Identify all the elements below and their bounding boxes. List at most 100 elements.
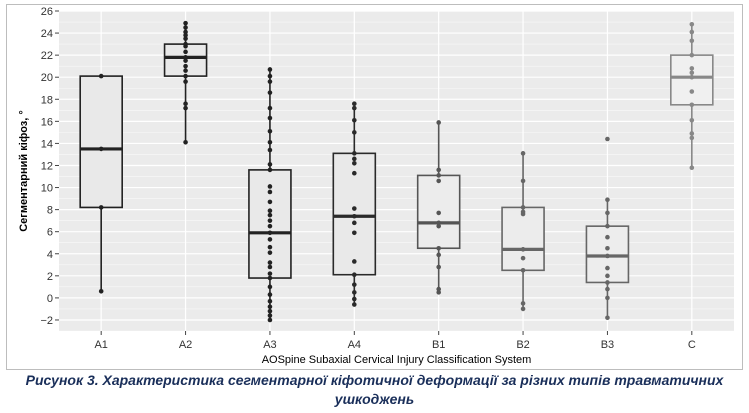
y-tick-label: 14 [41, 138, 53, 150]
box-B3 [585, 136, 630, 321]
data-point [352, 130, 357, 135]
data-point [689, 165, 695, 170]
data-point [689, 70, 695, 76]
data-point [267, 184, 273, 189]
data-point [183, 32, 188, 38]
data-point [267, 298, 273, 304]
data-point [520, 255, 526, 261]
data-point [267, 128, 273, 134]
data-point [183, 105, 188, 111]
data-point [267, 317, 273, 323]
x-tick-label: A2 [179, 339, 192, 351]
data-point [183, 41, 188, 47]
data-point [267, 260, 273, 265]
data-point [436, 290, 441, 295]
data-point [352, 117, 357, 123]
data-point [436, 286, 441, 292]
data-point [352, 213, 357, 219]
data-point [352, 170, 357, 176]
data-point [267, 208, 273, 214]
data-point [352, 160, 357, 166]
data-point [267, 313, 273, 318]
data-point [436, 210, 441, 216]
data-point [267, 73, 273, 79]
data-point [267, 223, 273, 229]
data-point [352, 290, 357, 295]
y-tick-label: 0 [47, 293, 53, 305]
data-point [183, 25, 188, 30]
data-point [267, 189, 273, 195]
data-point [605, 286, 610, 292]
data-point [183, 68, 188, 73]
data-point [436, 167, 441, 173]
caption-line-1: Рисунок 3. Характеристика сегментарної к… [25, 372, 724, 388]
y-tick-label: 22 [41, 50, 53, 62]
data-point [352, 259, 357, 264]
data-point [267, 218, 273, 223]
box-B2 [501, 151, 545, 312]
x-tick-label: B3 [601, 339, 614, 351]
data-point [689, 135, 695, 141]
y-tick-label: −2 [40, 315, 53, 327]
data-point [183, 58, 188, 63]
data-point [605, 223, 610, 229]
data-point [689, 131, 695, 136]
data-point [267, 250, 273, 255]
y-tick-label: 20 [41, 72, 53, 84]
box-iqr [501, 206, 545, 272]
plot-panel [59, 11, 734, 331]
data-point [183, 55, 188, 60]
box-A2 [163, 20, 208, 145]
data-point [267, 275, 273, 281]
data-point [352, 282, 357, 287]
data-point [183, 20, 188, 26]
data-point [605, 273, 610, 279]
y-tick-label: 24 [41, 28, 53, 40]
data-point [267, 90, 273, 95]
figure-frame: −2 0 2 4 6 8 10 12 14 16 18 20 22 24 26 A1 A2 A3 A4 B1 B2 B3 C… [6, 4, 743, 370]
data-point [352, 151, 357, 156]
x-tick-label: A3 [263, 339, 276, 351]
data-point [689, 38, 695, 44]
data-point [689, 29, 695, 35]
y-tick-label: 2 [47, 271, 53, 283]
data-point [520, 301, 526, 306]
data-point [352, 296, 357, 302]
gridlines [59, 10, 734, 332]
data-point [98, 146, 104, 152]
y-axis-title: Сегментарний кіфоз, ° [18, 110, 30, 232]
y-tick-label: 16 [41, 116, 53, 128]
data-point [605, 315, 610, 321]
data-point [267, 162, 273, 167]
data-point [183, 49, 188, 55]
data-point [520, 268, 526, 273]
data-point [352, 101, 357, 106]
data-point [436, 173, 441, 178]
data-point [605, 197, 610, 202]
data-point [183, 79, 188, 84]
data-point [267, 284, 273, 290]
data-point [183, 73, 188, 79]
x-axis-ticks: A1 A2 A3 A4 B1 B2 B3 C [94, 331, 696, 351]
data-point [352, 105, 357, 111]
data-point [605, 210, 610, 216]
box-A1 [79, 73, 123, 294]
data-point [267, 304, 273, 310]
data-point [267, 105, 273, 111]
data-point [605, 234, 610, 240]
data-point [267, 271, 273, 276]
data-point [352, 156, 357, 162]
figure-caption: Рисунок 3. Характеристика сегментарної к… [0, 371, 749, 409]
boxes [79, 20, 714, 323]
data-point [520, 205, 526, 210]
x-tick-label: B1 [432, 339, 445, 351]
data-point [436, 178, 441, 184]
data-point [267, 292, 273, 297]
data-point [520, 178, 526, 184]
data-point [689, 89, 695, 94]
x-tick-label: B2 [516, 339, 529, 351]
data-point [267, 199, 273, 205]
data-point [267, 115, 273, 121]
y-tick-label: 6 [47, 227, 53, 239]
data-point [267, 237, 273, 242]
